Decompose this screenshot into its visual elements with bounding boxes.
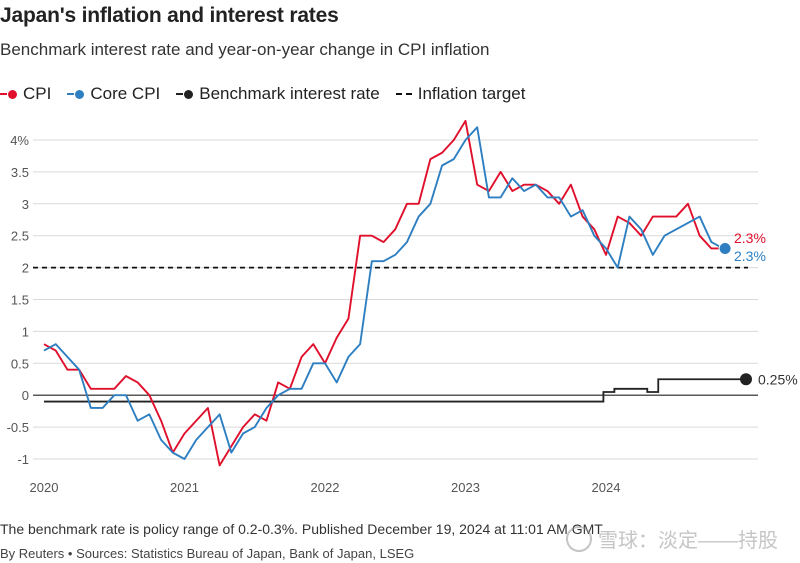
- core-cpi-swatch-icon: [67, 89, 85, 99]
- y-tick-label: 0.5: [11, 356, 29, 371]
- x-tick-label: 2021: [170, 480, 199, 495]
- legend-label-benchmark-rate: Benchmark interest rate: [199, 84, 380, 103]
- legend-label-inflation-target: Inflation target: [417, 84, 526, 103]
- legend-label-cpi: CPI: [23, 84, 52, 103]
- legend: CPI Core CPI Benchmark interest rate Inf…: [0, 84, 541, 104]
- series-end-dot-benchmark-rate: [740, 373, 752, 386]
- y-tick-label: 1.5: [11, 293, 29, 308]
- benchmark-rate-swatch-icon: [176, 89, 194, 99]
- series-line-core-cpi: [43, 126, 724, 460]
- y-tick-label: 2: [22, 261, 29, 276]
- y-tick-label: 0: [22, 388, 29, 403]
- cpi-swatch-icon: [0, 89, 17, 99]
- series-end-label-core-cpi: 2.3%: [734, 248, 766, 264]
- series-line-benchmark-rate: [44, 378, 746, 403]
- legend-item-core-cpi: Core CPI: [67, 84, 160, 104]
- x-tick-label: 2024: [592, 480, 621, 495]
- y-tick-label: 1: [22, 324, 29, 339]
- series-end-label-benchmark-rate: 0.25%: [758, 371, 798, 387]
- series-end-label-cpi: 2.3%: [734, 230, 766, 246]
- y-tick-label: -0.5: [7, 420, 29, 435]
- y-tick-label: 2.5: [11, 229, 29, 244]
- chart-title: Japan's inflation and interest rates: [0, 4, 339, 27]
- series-line-cpi: [43, 119, 724, 467]
- watermark-logo-icon: [566, 525, 592, 552]
- x-tick-label: 2023: [451, 480, 480, 495]
- inflation-target-swatch-icon: [395, 93, 412, 95]
- legend-item-inflation-target: Inflation target: [395, 84, 526, 104]
- footnote: The benchmark rate is policy range of 0.…: [0, 521, 603, 537]
- legend-item-benchmark-rate: Benchmark interest rate: [176, 84, 380, 104]
- watermark: 雪球：淡定——持股: [566, 524, 778, 553]
- series-end-dot-core-cpi: [718, 241, 732, 255]
- legend-item-cpi: CPI: [0, 84, 51, 104]
- y-tick-label: 3.5: [11, 165, 29, 180]
- y-tick-label: 3: [22, 197, 29, 212]
- chart-subtitle: Benchmark interest rate and year-on-year…: [0, 40, 490, 59]
- chart-plot: -1 -0.5 0 0.5 1 1.5 2 2.5 3 3.5 4% 2020 2021 2022 2023…: [7, 119, 798, 495]
- byline: By Reuters • Sources: Statistics Bureau …: [0, 546, 415, 561]
- x-tick-label: 2020: [30, 480, 59, 495]
- y-tick-label: 4%: [10, 133, 29, 148]
- legend-label-core-cpi: Core CPI: [90, 84, 161, 103]
- y-tick-label: -1: [17, 452, 29, 467]
- watermark-text: 雪球：淡定——持股: [598, 530, 778, 552]
- x-tick-label: 2022: [311, 480, 340, 495]
